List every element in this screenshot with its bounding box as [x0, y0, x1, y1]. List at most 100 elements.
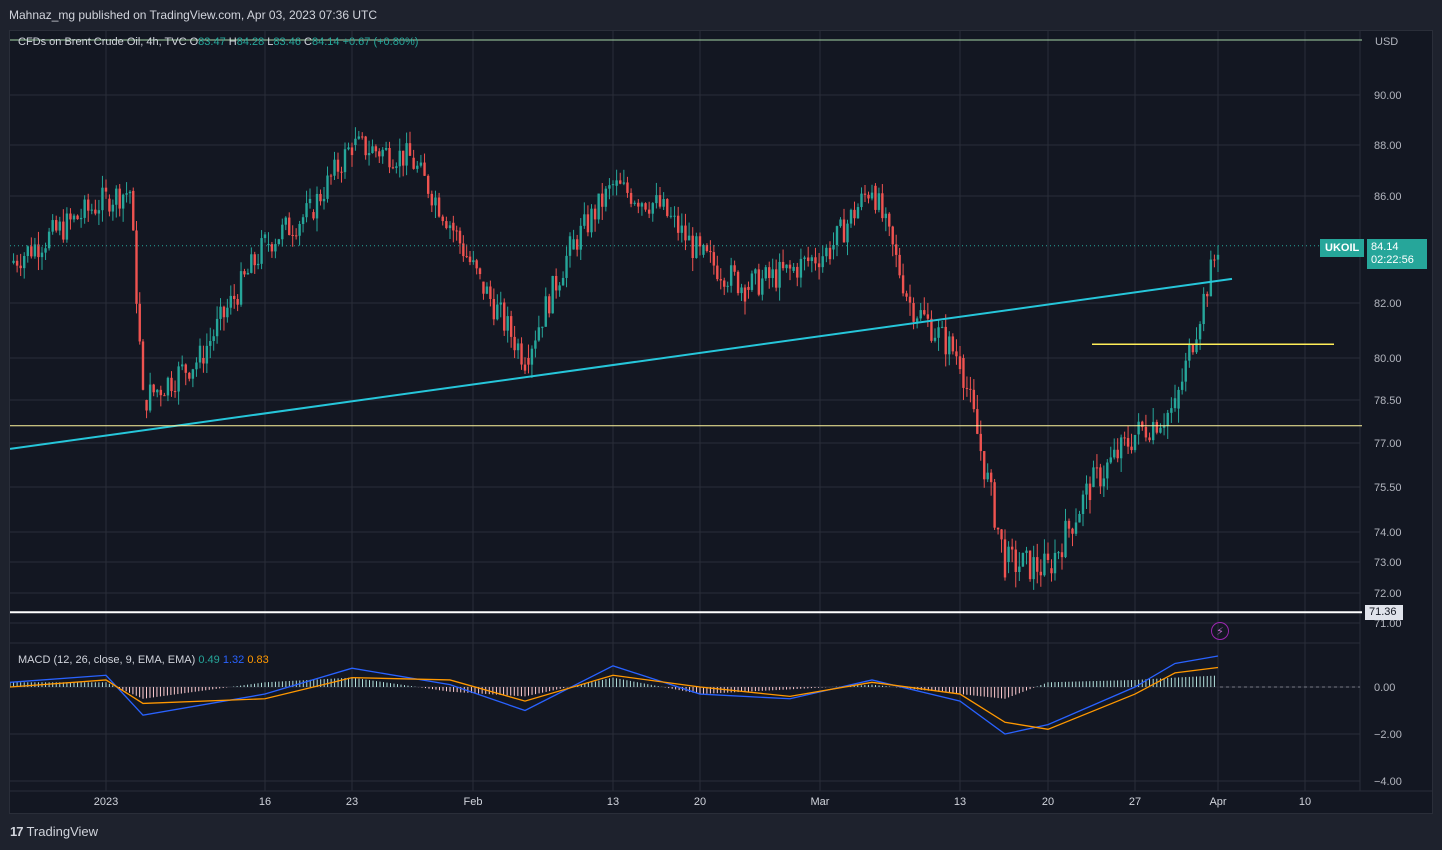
candle-body — [226, 307, 229, 318]
candle-body — [1088, 483, 1092, 501]
candle-body — [1064, 520, 1067, 558]
candle-body — [209, 341, 212, 346]
candle-body — [1202, 293, 1205, 325]
candle-body — [651, 203, 654, 214]
candle-body — [1071, 528, 1074, 534]
candle-body — [1209, 259, 1213, 297]
symbol-tag: UKOIL — [1320, 239, 1365, 257]
candle-body — [1085, 483, 1088, 495]
candle-body — [44, 248, 47, 253]
price-tick-label: 75.50 — [1374, 482, 1402, 494]
candle-body — [1025, 550, 1028, 553]
candle-body — [101, 187, 104, 211]
candle-body — [673, 215, 676, 217]
candle-body — [184, 364, 187, 373]
candle-body — [472, 260, 475, 263]
candle-body — [388, 147, 391, 168]
candle-body — [1144, 426, 1148, 438]
candle-body — [565, 255, 568, 278]
candle-body — [83, 199, 86, 218]
time-tick-label: 10 — [1299, 796, 1311, 808]
candle-body — [1151, 421, 1155, 441]
candle-body — [312, 212, 315, 219]
candle-body — [736, 271, 740, 294]
symbol-title: CFDs on Brent Crude Oil, 4h, TVC — [18, 36, 187, 48]
candle-body — [979, 433, 982, 452]
time-tick-label: 13 — [954, 796, 966, 808]
candle-body — [884, 213, 888, 219]
candle-body — [933, 337, 937, 341]
candle-body — [527, 358, 530, 365]
low-label: L — [267, 36, 274, 48]
candle-body — [860, 193, 863, 208]
candle-body — [260, 238, 263, 264]
candle-body — [874, 185, 877, 210]
candle-body — [191, 369, 195, 379]
candle-body — [1213, 259, 1216, 261]
price-tick-label: 71.00 — [1374, 618, 1402, 630]
candle-body — [881, 193, 884, 219]
candle-body — [1000, 529, 1003, 540]
candle-body — [482, 281, 485, 294]
candle-body — [141, 341, 145, 390]
candle-body — [159, 389, 163, 396]
candle-body — [1113, 449, 1116, 458]
candle-body — [619, 180, 622, 184]
bottom-bar: 17 TradingView — [0, 814, 1442, 850]
candle-body — [799, 258, 803, 278]
tradingview-brand: TradingView — [26, 824, 99, 839]
candle-body — [948, 336, 951, 355]
candle-body — [986, 472, 989, 480]
tradingview-logo[interactable]: 17 TradingView — [10, 824, 98, 839]
candle-body — [516, 343, 520, 351]
chart-canvas[interactable]: USD 90.00 88.00 86.00 82.00 80.00 78.50 77.00 75… — [10, 31, 1432, 813]
support-level-tag: 71.36 — [1365, 605, 1403, 620]
candle-body — [806, 257, 810, 262]
candle-body — [930, 318, 933, 341]
candle-body — [940, 326, 944, 328]
candle-body — [1170, 408, 1173, 413]
candle-body — [705, 244, 709, 251]
candle-body — [253, 254, 256, 266]
candle-body — [579, 225, 582, 250]
candle-body — [1126, 438, 1130, 447]
candle-body — [1102, 478, 1106, 487]
candle-body — [810, 257, 814, 262]
candle-body — [90, 209, 93, 211]
chart-container[interactable]: USD 90.00 88.00 86.00 82.00 80.00 78.50 77.00 75… — [9, 30, 1433, 814]
candle-body — [33, 244, 37, 257]
candle-body — [308, 198, 312, 204]
candle-body — [1010, 546, 1014, 550]
candle-body — [1039, 571, 1043, 576]
candle-body — [870, 192, 874, 199]
time-tick-label: 20 — [694, 796, 706, 808]
candle-body — [212, 336, 215, 342]
candle-body — [148, 384, 152, 411]
time-tick-label: 16 — [259, 796, 271, 808]
candle-body — [381, 149, 384, 157]
candle-body — [475, 260, 478, 269]
candle-body — [374, 146, 378, 152]
candle-body — [333, 159, 336, 176]
candle-body — [384, 147, 388, 150]
candle-body — [644, 203, 647, 210]
trendline — [10, 277, 1233, 450]
candle-body — [1095, 467, 1099, 469]
candle-body — [1148, 437, 1151, 441]
candle-body — [62, 221, 65, 240]
candle-body — [250, 254, 253, 273]
candle-body — [437, 197, 441, 217]
candle-body — [726, 285, 729, 287]
candle-body — [828, 247, 832, 260]
price-tick-label: 72.00 — [1374, 588, 1402, 600]
candle-body — [277, 239, 281, 245]
candle-body — [853, 209, 856, 219]
candle-body — [1198, 324, 1202, 340]
candle-body — [712, 252, 716, 266]
lightning-icon[interactable]: ⚡ — [1211, 622, 1229, 640]
candle-body — [478, 268, 482, 275]
candle-body — [423, 162, 426, 176]
candle-body — [1159, 427, 1162, 433]
candle-body — [1141, 421, 1144, 427]
candle-body — [30, 246, 33, 257]
